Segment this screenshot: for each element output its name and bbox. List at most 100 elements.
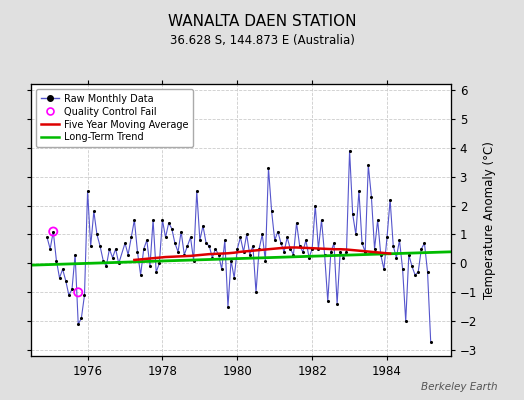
Point bbox=[398, 266, 407, 272]
Point bbox=[199, 222, 207, 229]
Point bbox=[133, 249, 141, 255]
Point bbox=[180, 252, 189, 258]
Point bbox=[211, 246, 220, 252]
Point bbox=[367, 194, 376, 200]
Point bbox=[333, 301, 341, 307]
Point bbox=[146, 263, 154, 270]
Point bbox=[195, 237, 204, 244]
Point bbox=[115, 260, 123, 267]
Point bbox=[286, 246, 294, 252]
Point bbox=[127, 234, 136, 240]
Text: 36.628 S, 144.873 E (Australia): 36.628 S, 144.873 E (Australia) bbox=[170, 34, 354, 47]
Point bbox=[56, 275, 64, 281]
Point bbox=[348, 211, 357, 218]
Point bbox=[64, 292, 73, 298]
Point bbox=[401, 318, 410, 324]
Point bbox=[427, 338, 435, 345]
Point bbox=[364, 162, 373, 168]
Point bbox=[305, 254, 313, 261]
Point bbox=[277, 240, 285, 246]
Point bbox=[52, 257, 61, 264]
Point bbox=[420, 240, 429, 246]
Point bbox=[352, 231, 360, 238]
Point bbox=[139, 246, 148, 252]
Point bbox=[90, 208, 98, 214]
Point bbox=[326, 249, 335, 255]
Y-axis label: Temperature Anomaly (°C): Temperature Anomaly (°C) bbox=[483, 141, 496, 299]
Point bbox=[261, 257, 269, 264]
Point bbox=[339, 254, 347, 261]
Point bbox=[386, 196, 395, 203]
Point bbox=[230, 275, 238, 281]
Point bbox=[149, 217, 157, 223]
Point bbox=[358, 240, 366, 246]
Point bbox=[392, 254, 400, 261]
Point bbox=[124, 252, 133, 258]
Point bbox=[217, 266, 226, 272]
Point bbox=[296, 243, 304, 249]
Point bbox=[423, 269, 432, 275]
Point bbox=[239, 249, 248, 255]
Point bbox=[258, 231, 266, 238]
Point bbox=[143, 237, 151, 244]
Point bbox=[130, 217, 138, 223]
Point bbox=[83, 188, 92, 194]
Point bbox=[214, 252, 223, 258]
Point bbox=[121, 240, 129, 246]
Point bbox=[408, 263, 416, 270]
Point bbox=[102, 263, 111, 270]
Point bbox=[336, 249, 344, 255]
Point bbox=[74, 289, 82, 296]
Point bbox=[68, 286, 76, 293]
Point bbox=[108, 254, 117, 261]
Point bbox=[136, 272, 145, 278]
Point bbox=[183, 243, 192, 249]
Point bbox=[99, 257, 107, 264]
Point bbox=[395, 237, 403, 244]
Point bbox=[417, 246, 425, 252]
Point bbox=[380, 266, 388, 272]
Point bbox=[289, 252, 298, 258]
Point bbox=[314, 246, 323, 252]
Legend: Raw Monthly Data, Quality Control Fail, Five Year Moving Average, Long-Term Tren: Raw Monthly Data, Quality Control Fail, … bbox=[36, 89, 193, 147]
Point bbox=[86, 243, 95, 249]
Point bbox=[224, 304, 232, 310]
Point bbox=[62, 278, 70, 284]
Point bbox=[246, 252, 254, 258]
Point bbox=[318, 217, 326, 223]
Point bbox=[274, 228, 282, 235]
Point bbox=[165, 220, 173, 226]
Point bbox=[177, 228, 185, 235]
Point bbox=[389, 243, 397, 249]
Point bbox=[267, 208, 276, 214]
Point bbox=[221, 237, 229, 244]
Point bbox=[323, 298, 332, 304]
Point bbox=[93, 231, 101, 238]
Point bbox=[355, 188, 363, 194]
Point bbox=[190, 257, 198, 264]
Text: Berkeley Earth: Berkeley Earth bbox=[421, 382, 498, 392]
Point bbox=[193, 188, 201, 194]
Point bbox=[321, 252, 329, 258]
Point bbox=[152, 269, 160, 275]
Point bbox=[77, 315, 85, 322]
Point bbox=[59, 266, 67, 272]
Point bbox=[377, 252, 385, 258]
Point bbox=[411, 272, 419, 278]
Point bbox=[96, 243, 104, 249]
Point bbox=[264, 165, 272, 171]
Point bbox=[49, 228, 58, 235]
Point bbox=[80, 292, 89, 298]
Point bbox=[361, 249, 369, 255]
Point bbox=[227, 257, 235, 264]
Point bbox=[233, 246, 242, 252]
Point bbox=[171, 240, 179, 246]
Point bbox=[205, 243, 213, 249]
Point bbox=[308, 246, 316, 252]
Point bbox=[255, 246, 264, 252]
Point bbox=[249, 243, 257, 249]
Point bbox=[252, 289, 260, 296]
Point bbox=[105, 246, 114, 252]
Point bbox=[283, 234, 291, 240]
Point bbox=[345, 147, 354, 154]
